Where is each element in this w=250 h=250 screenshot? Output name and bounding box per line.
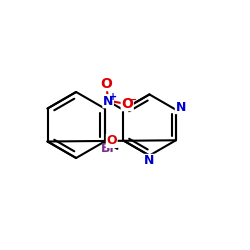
Text: O: O xyxy=(106,134,117,147)
Text: O: O xyxy=(121,96,133,110)
Text: N: N xyxy=(144,154,155,168)
Text: N: N xyxy=(176,100,186,114)
Text: −: − xyxy=(128,95,137,105)
Text: +: + xyxy=(109,92,117,102)
Text: N: N xyxy=(103,95,113,108)
Text: O: O xyxy=(100,76,112,90)
Text: Br: Br xyxy=(100,142,116,155)
